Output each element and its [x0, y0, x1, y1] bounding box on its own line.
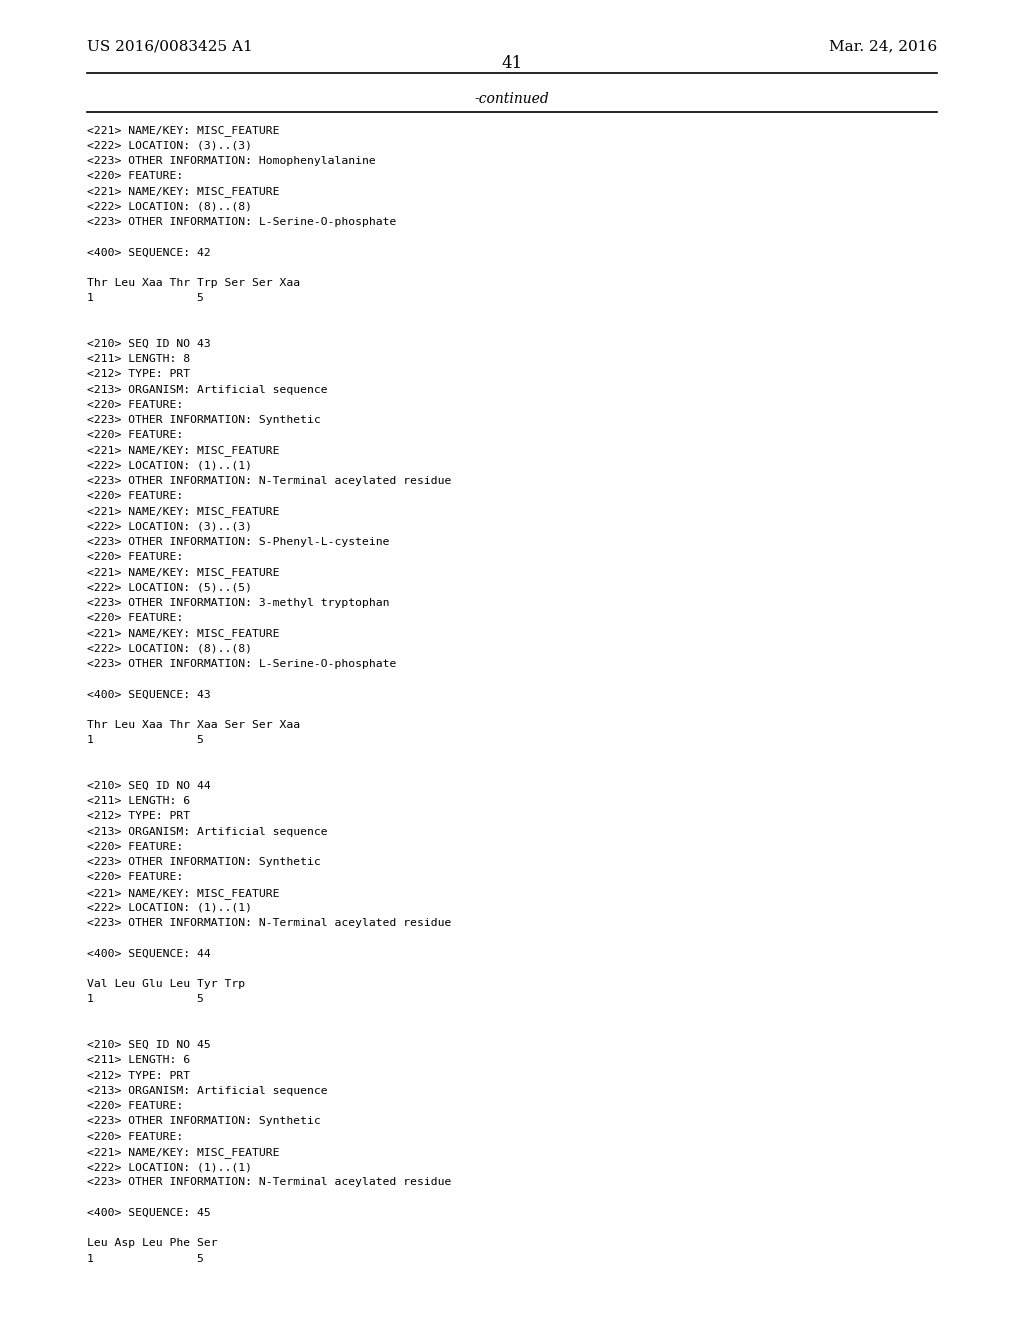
Text: <222> LOCATION: (1)..(1): <222> LOCATION: (1)..(1): [87, 1162, 252, 1172]
Text: <212> TYPE: PRT: <212> TYPE: PRT: [87, 812, 190, 821]
Text: <223> OTHER INFORMATION: N-Terminal aceylated residue: <223> OTHER INFORMATION: N-Terminal acey…: [87, 477, 452, 486]
Text: 1               5: 1 5: [87, 1254, 204, 1263]
Text: <211> LENGTH: 6: <211> LENGTH: 6: [87, 796, 190, 807]
Text: <223> OTHER INFORMATION: Synthetic: <223> OTHER INFORMATION: Synthetic: [87, 1117, 321, 1126]
Text: Mar. 24, 2016: Mar. 24, 2016: [828, 40, 937, 54]
Text: <222> LOCATION: (3)..(3): <222> LOCATION: (3)..(3): [87, 141, 252, 150]
Text: <222> LOCATION: (1)..(1): <222> LOCATION: (1)..(1): [87, 461, 252, 471]
Text: <223> OTHER INFORMATION: Synthetic: <223> OTHER INFORMATION: Synthetic: [87, 414, 321, 425]
Text: <221> NAME/KEY: MISC_FEATURE: <221> NAME/KEY: MISC_FEATURE: [87, 186, 280, 197]
Text: <220> FEATURE:: <220> FEATURE:: [87, 172, 183, 181]
Text: <211> LENGTH: 8: <211> LENGTH: 8: [87, 354, 190, 364]
Text: <220> FEATURE:: <220> FEATURE:: [87, 873, 183, 883]
Text: <220> FEATURE:: <220> FEATURE:: [87, 614, 183, 623]
Text: -continued: -continued: [475, 92, 549, 107]
Text: <223> OTHER INFORMATION: 3-methyl tryptophan: <223> OTHER INFORMATION: 3-methyl trypto…: [87, 598, 389, 609]
Text: <210> SEQ ID NO 43: <210> SEQ ID NO 43: [87, 339, 211, 348]
Text: <222> LOCATION: (3)..(3): <222> LOCATION: (3)..(3): [87, 521, 252, 532]
Text: <210> SEQ ID NO 45: <210> SEQ ID NO 45: [87, 1040, 211, 1051]
Text: <400> SEQUENCE: 44: <400> SEQUENCE: 44: [87, 949, 211, 958]
Text: <223> OTHER INFORMATION: Synthetic: <223> OTHER INFORMATION: Synthetic: [87, 857, 321, 867]
Text: 41: 41: [502, 55, 522, 73]
Text: <221> NAME/KEY: MISC_FEATURE: <221> NAME/KEY: MISC_FEATURE: [87, 507, 280, 517]
Text: <210> SEQ ID NO 44: <210> SEQ ID NO 44: [87, 781, 211, 791]
Text: <221> NAME/KEY: MISC_FEATURE: <221> NAME/KEY: MISC_FEATURE: [87, 125, 280, 136]
Text: US 2016/0083425 A1: US 2016/0083425 A1: [87, 40, 253, 54]
Text: <223> OTHER INFORMATION: S-Phenyl-L-cysteine: <223> OTHER INFORMATION: S-Phenyl-L-cyst…: [87, 537, 389, 546]
Text: <223> OTHER INFORMATION: L-Serine-O-phosphate: <223> OTHER INFORMATION: L-Serine-O-phos…: [87, 216, 396, 227]
Text: <213> ORGANISM: Artificial sequence: <213> ORGANISM: Artificial sequence: [87, 826, 328, 837]
Text: <220> FEATURE:: <220> FEATURE:: [87, 842, 183, 851]
Text: <223> OTHER INFORMATION: N-Terminal aceylated residue: <223> OTHER INFORMATION: N-Terminal acey…: [87, 919, 452, 928]
Text: <220> FEATURE:: <220> FEATURE:: [87, 491, 183, 502]
Text: <223> OTHER INFORMATION: Homophenylalanine: <223> OTHER INFORMATION: Homophenylalani…: [87, 156, 376, 166]
Text: 1               5: 1 5: [87, 293, 204, 304]
Text: <221> NAME/KEY: MISC_FEATURE: <221> NAME/KEY: MISC_FEATURE: [87, 887, 280, 899]
Text: <212> TYPE: PRT: <212> TYPE: PRT: [87, 1071, 190, 1081]
Text: <220> FEATURE:: <220> FEATURE:: [87, 552, 183, 562]
Text: <400> SEQUENCE: 42: <400> SEQUENCE: 42: [87, 247, 211, 257]
Text: 1               5: 1 5: [87, 994, 204, 1005]
Text: <222> LOCATION: (8)..(8): <222> LOCATION: (8)..(8): [87, 644, 252, 653]
Text: <220> FEATURE:: <220> FEATURE:: [87, 400, 183, 409]
Text: <221> NAME/KEY: MISC_FEATURE: <221> NAME/KEY: MISC_FEATURE: [87, 446, 280, 457]
Text: <400> SEQUENCE: 45: <400> SEQUENCE: 45: [87, 1208, 211, 1218]
Text: <220> FEATURE:: <220> FEATURE:: [87, 1131, 183, 1142]
Text: <221> NAME/KEY: MISC_FEATURE: <221> NAME/KEY: MISC_FEATURE: [87, 1147, 280, 1158]
Text: <223> OTHER INFORMATION: N-Terminal aceylated residue: <223> OTHER INFORMATION: N-Terminal acey…: [87, 1177, 452, 1188]
Text: <400> SEQUENCE: 43: <400> SEQUENCE: 43: [87, 689, 211, 700]
Text: <221> NAME/KEY: MISC_FEATURE: <221> NAME/KEY: MISC_FEATURE: [87, 628, 280, 639]
Text: <222> LOCATION: (5)..(5): <222> LOCATION: (5)..(5): [87, 583, 252, 593]
Text: <220> FEATURE:: <220> FEATURE:: [87, 1101, 183, 1111]
Text: <213> ORGANISM: Artificial sequence: <213> ORGANISM: Artificial sequence: [87, 384, 328, 395]
Text: Leu Asp Leu Phe Ser: Leu Asp Leu Phe Ser: [87, 1238, 218, 1249]
Text: <213> ORGANISM: Artificial sequence: <213> ORGANISM: Artificial sequence: [87, 1086, 328, 1096]
Text: <223> OTHER INFORMATION: L-Serine-O-phosphate: <223> OTHER INFORMATION: L-Serine-O-phos…: [87, 659, 396, 669]
Text: <221> NAME/KEY: MISC_FEATURE: <221> NAME/KEY: MISC_FEATURE: [87, 568, 280, 578]
Text: <222> LOCATION: (8)..(8): <222> LOCATION: (8)..(8): [87, 202, 252, 211]
Text: Val Leu Glu Leu Tyr Trp: Val Leu Glu Leu Tyr Trp: [87, 979, 245, 989]
Text: 1               5: 1 5: [87, 735, 204, 746]
Text: <220> FEATURE:: <220> FEATURE:: [87, 430, 183, 441]
Text: <212> TYPE: PRT: <212> TYPE: PRT: [87, 370, 190, 379]
Text: Thr Leu Xaa Thr Xaa Ser Ser Xaa: Thr Leu Xaa Thr Xaa Ser Ser Xaa: [87, 719, 300, 730]
Text: <222> LOCATION: (1)..(1): <222> LOCATION: (1)..(1): [87, 903, 252, 913]
Text: Thr Leu Xaa Thr Trp Ser Ser Xaa: Thr Leu Xaa Thr Trp Ser Ser Xaa: [87, 277, 300, 288]
Text: <211> LENGTH: 6: <211> LENGTH: 6: [87, 1056, 190, 1065]
